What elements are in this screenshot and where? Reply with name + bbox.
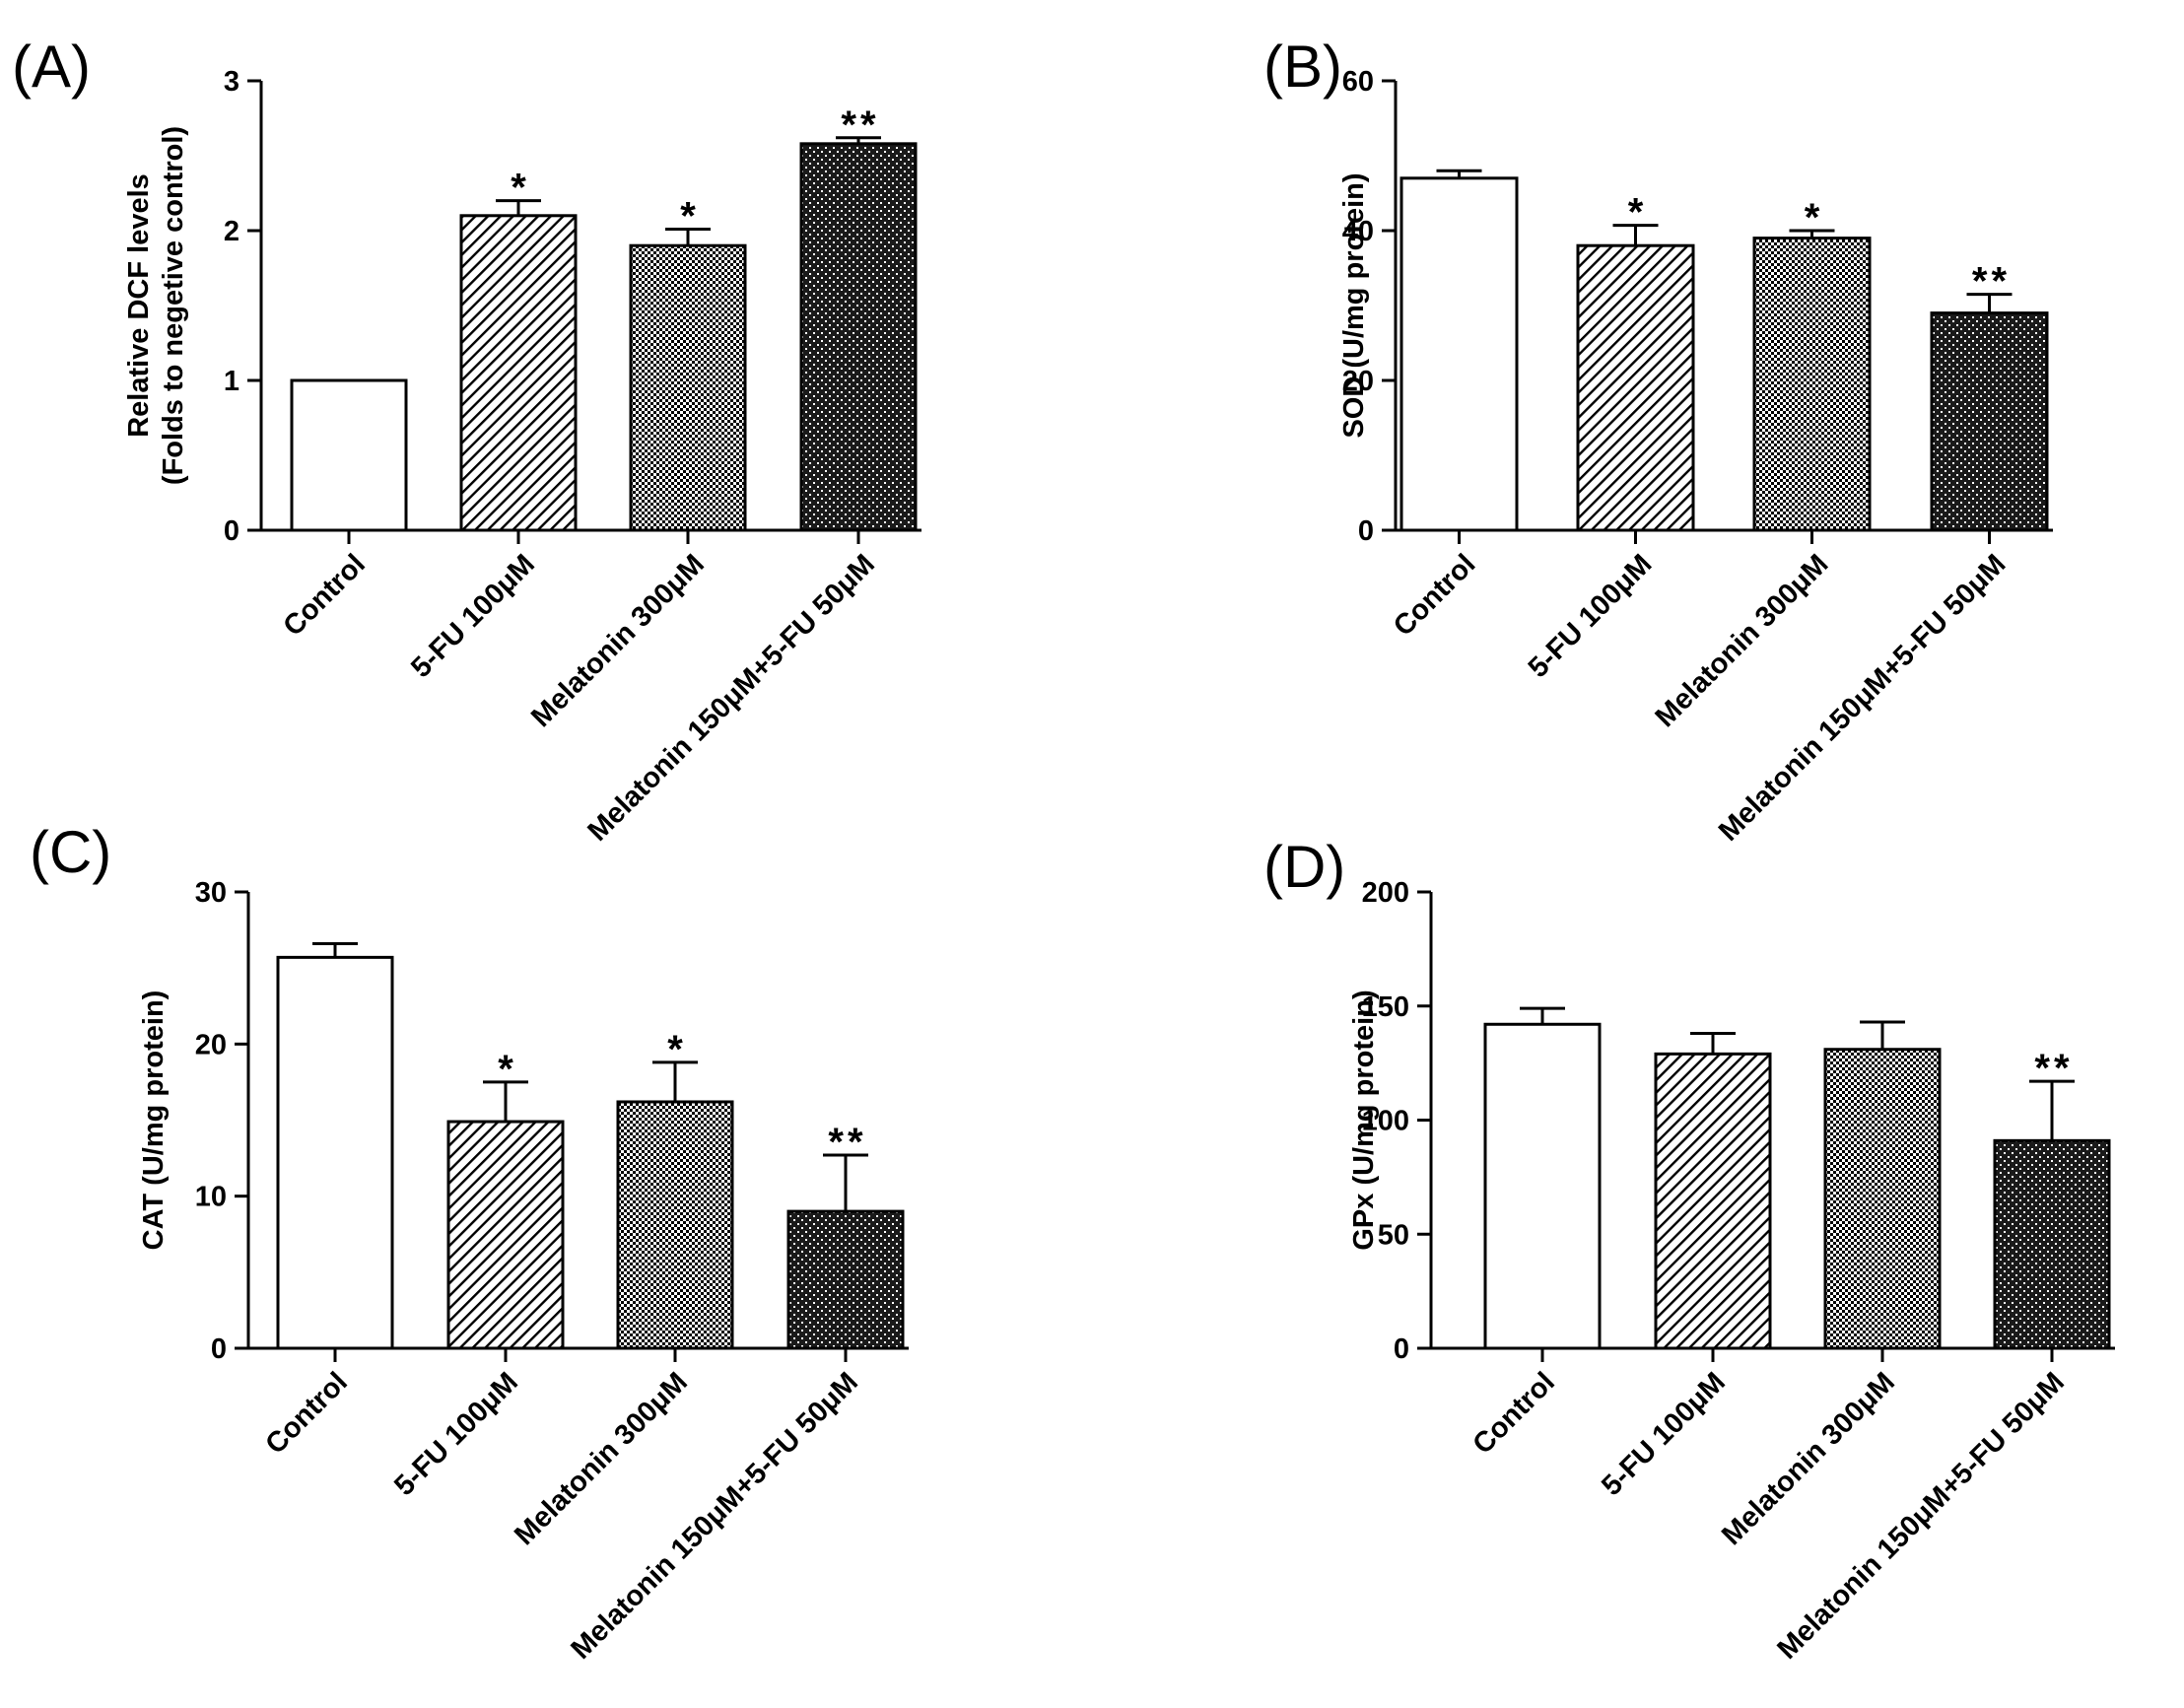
y-tick-label: 0 [1394, 1333, 1409, 1365]
y-axis-title: Relative DCF levels [123, 173, 155, 438]
y-tick-label: 2 [224, 216, 239, 247]
y-axis-title: (Folds to negetive control) [158, 126, 189, 485]
significance-label: ** [1972, 260, 2011, 304]
y-tick-label: 1 [224, 366, 239, 397]
panel-a: (A) Relative DCF levels (Folds to negetive… [12, 34, 921, 848]
bar [446, 1120, 565, 1350]
bar [799, 142, 918, 532]
x-tick-label: Control [277, 548, 372, 643]
bars: ** [1483, 1006, 2111, 1350]
significance-label: * [667, 1028, 687, 1071]
panel-letter: (D) [1263, 834, 1345, 900]
panel-letter: (A) [12, 34, 91, 100]
significance-label: ** [2034, 1047, 2073, 1090]
y-tick-label: 60 [1342, 66, 1374, 98]
bar [1752, 237, 1872, 532]
x-tick-label: 5-FU 100μM [388, 1366, 524, 1502]
x-tick-label: Control [1467, 1366, 1561, 1461]
x-tick-label: Melatonin 300μM [1716, 1366, 1901, 1551]
bar [629, 243, 747, 532]
y-tick-label: 0 [211, 1333, 227, 1365]
bars: **** [290, 103, 918, 532]
bar [459, 214, 578, 532]
bars: **** [276, 941, 905, 1350]
bar [1823, 1048, 1942, 1350]
bar [1399, 176, 1519, 532]
bar [276, 955, 394, 1350]
x-tick-label: 5-FU 100μM [405, 548, 541, 684]
panel-letter: (B) [1263, 34, 1342, 100]
x-tick-label: 5-FU 100μM [1523, 548, 1659, 684]
x-tick-label: Melatonin 300μM [509, 1366, 694, 1551]
y-tick-label: 3 [224, 66, 239, 98]
x-tick-label: Melatonin 150μM+5-FU 50μM [1771, 1366, 2071, 1666]
y-tick-label: 30 [195, 877, 227, 909]
y-tick-label: 0 [1358, 515, 1374, 547]
y-axis-title: GPx (U/mg protein) [1348, 990, 1380, 1250]
significance-label: * [1628, 191, 1648, 235]
bar [1930, 311, 2049, 532]
y-tick-label: 100 [1362, 1106, 1409, 1137]
significance-label: ** [841, 103, 879, 147]
y-tick-label: 10 [195, 1182, 227, 1213]
significance-label: ** [828, 1121, 866, 1164]
y-tick-label: 20 [195, 1029, 227, 1060]
bar [1576, 243, 1695, 532]
y-tick-label: 200 [1362, 877, 1409, 909]
significance-label: * [511, 167, 530, 210]
bar [616, 1100, 734, 1350]
x-tick-label: Melatonin 150μM+5-FU 50μM [581, 548, 881, 848]
x-tick-label: Melatonin 300μM [1650, 548, 1835, 733]
bar [1483, 1022, 1602, 1350]
y-axis-title: CAT (U/mg protein) [138, 991, 170, 1251]
x-tick-label: Melatonin 150μM+5-FU 50μM [565, 1366, 864, 1666]
bar [786, 1209, 905, 1350]
significance-label: * [1805, 196, 1824, 239]
significance-label: * [498, 1048, 517, 1091]
bars: **** [1399, 169, 2049, 532]
x-tick-label: Melatonin 300μM [525, 548, 711, 733]
y-tick-label: 20 [1342, 366, 1374, 397]
x-tick-label: 5-FU 100μM [1596, 1366, 1732, 1502]
y-axis-title: SOD (U/mg protein) [1338, 172, 1370, 438]
panel-letter: (C) [30, 819, 111, 885]
panel-d: (D) GPx (U/mg protein) ** 0 50 100 150 200 Contr… [1263, 834, 2115, 1666]
significance-label: * [680, 194, 700, 238]
x-tick-label: Control [1388, 548, 1482, 643]
y-tick-label: 50 [1378, 1219, 1409, 1251]
y-tick-label: 40 [1342, 216, 1374, 247]
y-tick-label: 0 [224, 515, 239, 547]
bar [1993, 1138, 2111, 1350]
bar [1654, 1052, 1772, 1350]
y-tick-label: 150 [1362, 991, 1409, 1023]
bar [290, 378, 408, 532]
x-tick-label: Melatonin 150μM+5-FU 50μM [1713, 548, 2013, 848]
x-tick-label: Control [259, 1366, 354, 1461]
